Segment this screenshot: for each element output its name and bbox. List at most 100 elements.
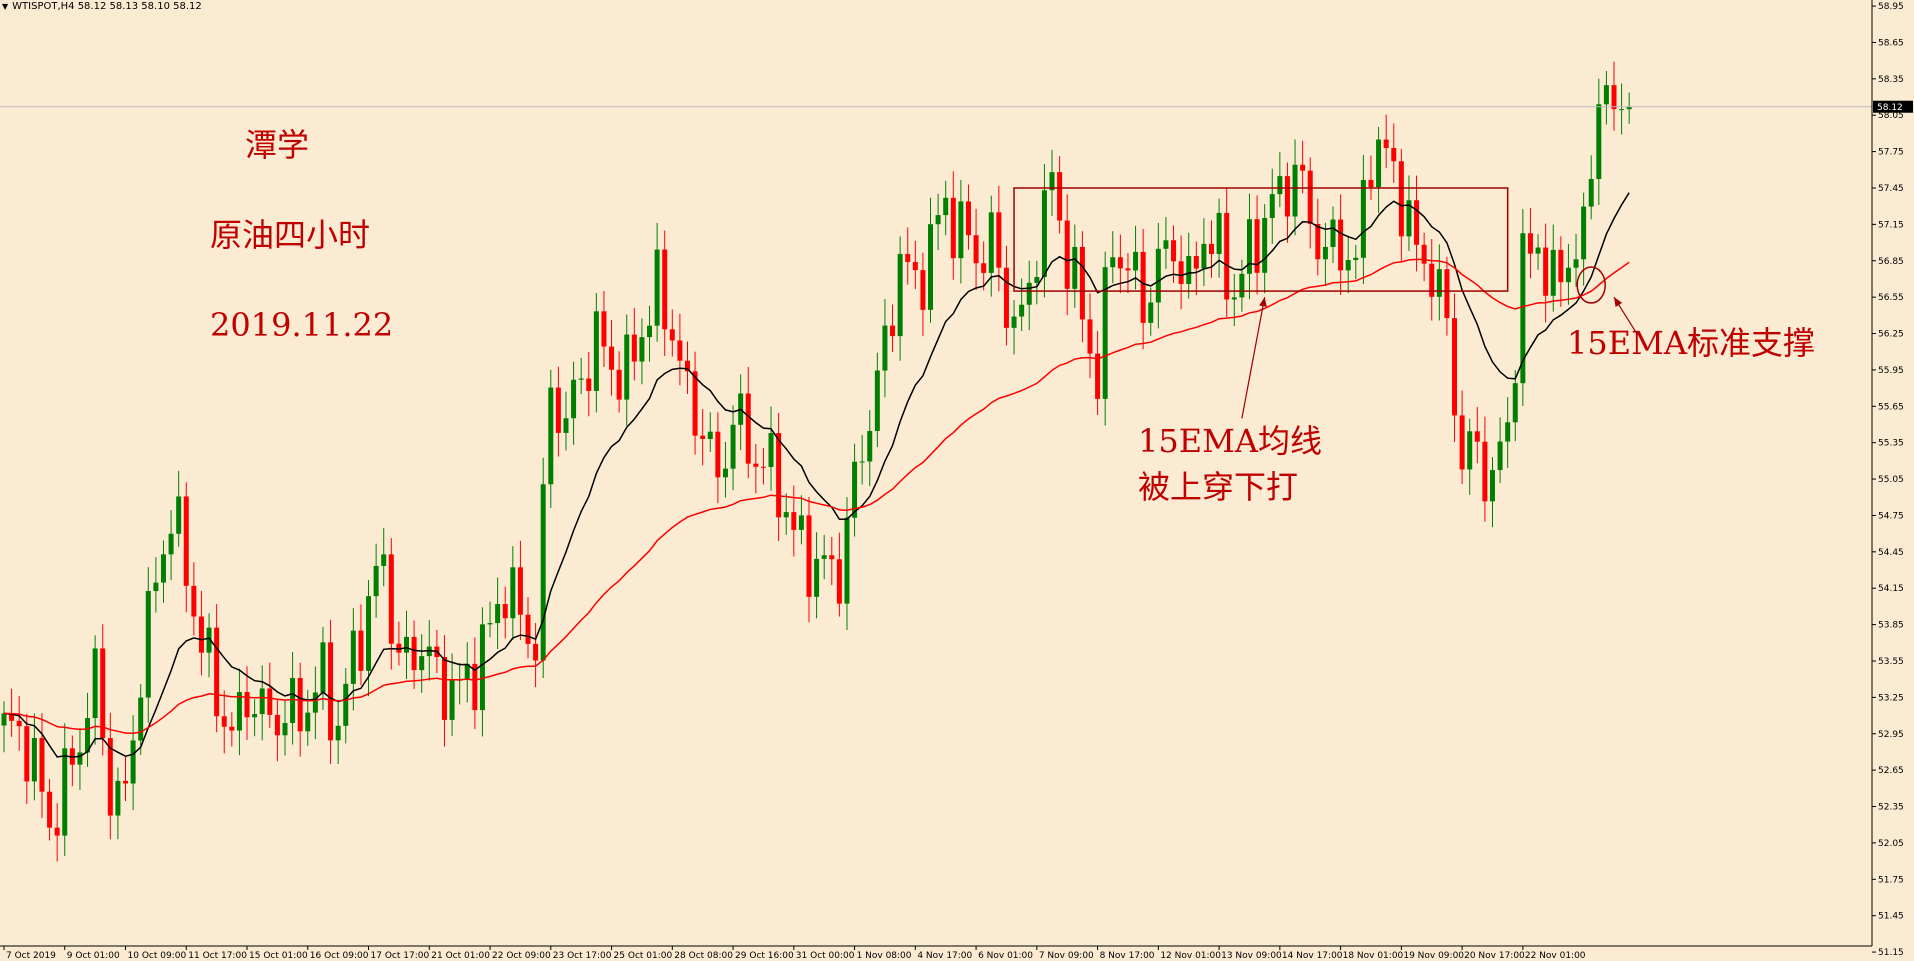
- candle-bull: [1269, 194, 1275, 219]
- candle-bear: [806, 515, 812, 597]
- candle-bear: [1224, 212, 1230, 300]
- x-tick-label: 6 Nov 01:00: [978, 951, 1033, 961]
- candle-bull: [1467, 431, 1473, 470]
- candle-bear: [100, 648, 106, 739]
- candle-bull: [252, 714, 258, 718]
- candle-bull: [935, 215, 941, 225]
- candle-bull: [404, 636, 409, 653]
- support-circle: [1576, 266, 1606, 304]
- candle-bull: [540, 484, 546, 661]
- candle-bull: [798, 515, 804, 530]
- candle-bear: [1558, 249, 1564, 283]
- candle-bull: [366, 596, 372, 671]
- candle-bear: [981, 263, 987, 273]
- y-tick-label: 54.45: [1878, 548, 1904, 558]
- candle-bull: [593, 311, 599, 391]
- y-tick-label: 55.05: [1878, 475, 1904, 485]
- candle-bull: [176, 496, 182, 534]
- candle-bull: [464, 663, 470, 680]
- candle-bear: [1171, 240, 1177, 262]
- x-tick-label: 7 Nov 09:00: [1039, 951, 1094, 961]
- candle-bear: [396, 643, 402, 653]
- candle-bull: [1573, 259, 1579, 268]
- candle-bear: [662, 249, 668, 330]
- candle-bull: [1186, 256, 1192, 284]
- candle-bull: [343, 683, 349, 726]
- current-price-box: [1873, 100, 1913, 113]
- ema-slow-line: [3, 258, 1630, 735]
- candle-bull: [115, 780, 121, 816]
- y-tick-label: 55.65: [1878, 402, 1904, 412]
- candle-bull: [783, 512, 789, 518]
- candle-bull: [707, 431, 713, 439]
- candle-bear: [1368, 179, 1374, 188]
- candle-bull: [1246, 219, 1252, 274]
- candle-bear: [1421, 244, 1427, 264]
- candle-bear: [631, 334, 637, 362]
- candle-bull: [1520, 233, 1526, 384]
- y-tick-label: 56.55: [1878, 293, 1904, 303]
- candle-bear: [1079, 246, 1085, 320]
- candle-bear: [1209, 243, 1214, 255]
- x-tick-label: 14 Nov 17:00: [1282, 951, 1343, 961]
- candle-bull: [1581, 206, 1587, 260]
- candle-bull: [1322, 246, 1328, 260]
- candle-bull: [160, 554, 166, 583]
- x-tick-label: 31 Oct 00:00: [796, 951, 855, 961]
- candle-bear: [388, 554, 394, 644]
- candle-bear: [411, 636, 417, 671]
- x-tick-label: 10 Oct 09:00: [128, 951, 187, 961]
- y-tick-label: 58.05: [1878, 111, 1904, 121]
- candle-bear: [1482, 441, 1488, 502]
- x-tick-label: 22 Nov 01:00: [1525, 951, 1586, 961]
- y-tick-label: 56.85: [1878, 257, 1904, 267]
- y-tick-label: 54.75: [1878, 511, 1904, 521]
- y-tick-label: 57.45: [1878, 184, 1904, 194]
- y-tick-label: 53.55: [1878, 657, 1904, 667]
- candle-bull: [206, 627, 212, 653]
- candle-bull: [548, 387, 554, 485]
- y-tick-label: 55.35: [1878, 439, 1904, 449]
- candle-bear: [950, 197, 956, 259]
- x-tick-label: 11 Oct 17:00: [188, 951, 247, 961]
- x-tick-label: 16 Oct 09:00: [310, 951, 369, 961]
- candle-bear: [9, 713, 15, 721]
- candle-bull: [1292, 164, 1298, 217]
- candle-bear: [191, 585, 197, 617]
- symbol-header: ▼ WTISPOT,H4 58.12 58.13 58.10 58.12: [2, 0, 202, 14]
- y-tick-label: 52.05: [1878, 839, 1904, 849]
- annotation-ema-broken-line2: 被上穿下打: [1138, 468, 1299, 507]
- candle-bear: [760, 466, 766, 468]
- candle-bear: [183, 496, 189, 586]
- candle-bear: [16, 720, 22, 727]
- candle-bull: [290, 677, 296, 724]
- candle-bear: [1527, 233, 1533, 254]
- dropdown-triangle-icon[interactable]: ▼: [2, 2, 9, 11]
- y-tick-label: 51.45: [1878, 912, 1904, 922]
- x-tick-label: 15 Oct 01:00: [249, 951, 308, 961]
- candle-bear: [609, 346, 615, 370]
- candle-bull: [487, 623, 493, 625]
- candle-bear: [965, 201, 971, 236]
- candle-bull: [419, 656, 425, 671]
- candle-bull: [282, 723, 288, 736]
- x-tick-label: 1 Nov 08:00: [857, 951, 912, 961]
- candle-bull: [1330, 219, 1336, 247]
- candle-bull: [859, 461, 865, 463]
- candle-bear: [669, 329, 675, 341]
- candle-bull: [844, 517, 850, 604]
- candle-bear: [715, 431, 721, 478]
- candle-bull: [943, 197, 949, 216]
- candle-bull: [138, 697, 144, 741]
- candle-bear: [107, 738, 113, 816]
- candle-bull: [1535, 247, 1541, 254]
- annotation-subject: 原油四小时: [210, 216, 371, 254]
- y-tick-label: 58.65: [1878, 38, 1904, 48]
- candle-bull: [1239, 273, 1245, 298]
- candle-bull: [1049, 172, 1055, 191]
- candle-bear: [39, 737, 45, 792]
- candle-bear: [829, 555, 835, 560]
- candle-bear: [502, 604, 508, 619]
